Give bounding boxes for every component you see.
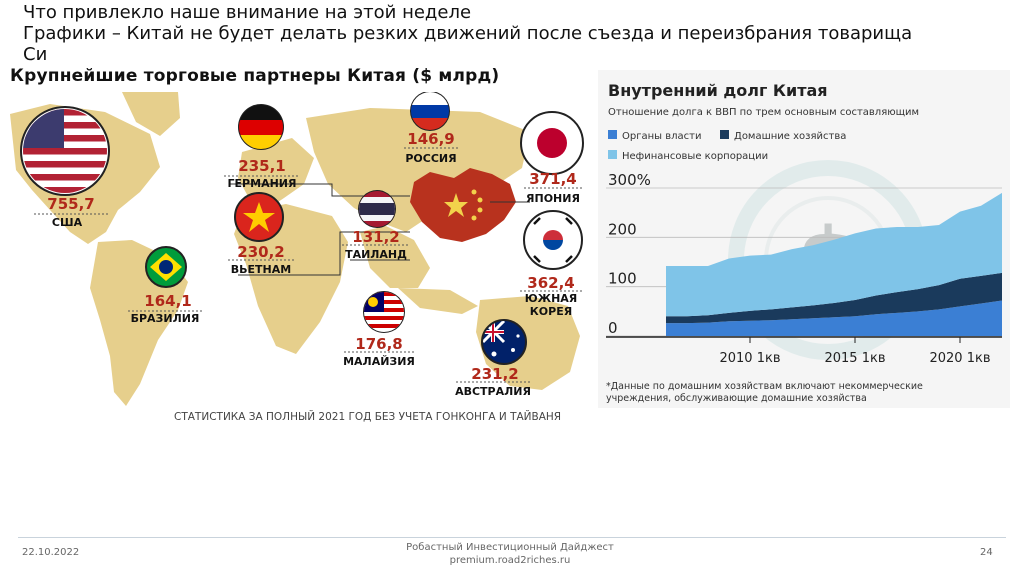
malaysia-value: 176,8 [355,335,402,353]
chart-title: Внутренний долг Китая [608,81,828,100]
slide-header: Что привлекло наше внимание на этой неде… [23,2,1013,65]
korea-name-2: КОРЕЯ [530,305,572,318]
japan-value: 371,4 [529,170,576,188]
usa-value: 755,7 [47,195,94,213]
usa-name: США [52,216,83,229]
label-underlines [34,147,582,383]
chart-subtitle: Отношение долга к ВВП по трем основным с… [608,107,919,118]
legend-swatch-government [608,130,617,139]
brazil-name: БРАЗИЛИЯ [131,312,200,325]
y-tick-label: 300% [608,171,651,189]
footer-date: 22.10.2022 [22,547,80,558]
malaysia-flag-icon [363,291,405,333]
chart-footnote-2: учреждения, обслуживающие домашние хозяй… [606,393,867,404]
x-tick-label: 2010 1кв [719,351,780,366]
header-line-3: Си [23,44,48,65]
footer-source-title: Робастный Инвестиционный Дайджест [406,542,614,553]
vietnam-flag-icon [234,192,284,242]
map-note: СТАТИСТИКА ЗА ПОЛНЫЙ 2021 ГОД БЕЗ УЧЕТА … [174,410,561,422]
y-tick-label: 100 [608,270,637,288]
header-line-1: Что привлекло наше внимание на этой неде… [23,2,472,23]
legend-swatch-corporations [608,150,617,159]
australia-name: АВСТРАЛИЯ [455,385,531,398]
malaysia-name: МАЛАЙЗИЯ [343,355,415,368]
russia-flag-icon [410,91,450,131]
x-tick-label: 2015 1кв [824,351,885,366]
germany-value: 235,1 [238,157,285,175]
legend-swatch-households [720,130,729,139]
germany-name: ГЕРМАНИЯ [228,177,297,190]
russia-name: РОССИЯ [405,152,456,165]
footer-page-number: 24 [980,547,993,558]
australia-value: 231,2 [471,365,518,383]
chart-areas [666,192,1002,336]
area-series-1 [666,272,1002,324]
legend-label-government: Органы власти [622,131,701,142]
brazil-value: 164,1 [144,292,191,310]
usa-flag-icon [20,106,110,196]
russia-value: 146,9 [407,130,454,148]
brazil-flag-icon [145,246,187,288]
vietnam-name: ВЬЕТНАМ [231,263,291,276]
thailand-flag-icon [358,190,396,228]
korea-name: ЮЖНАЯ [525,292,578,305]
japan-flag-icon [520,111,584,175]
china-stars [444,189,483,221]
map-title: Крупнейшие торговые партнеры Китая ($ мл… [10,66,500,86]
y-tick-label: 0 [608,319,618,337]
germany-flag-icon [238,104,284,150]
thailand-value: 131,2 [352,228,399,246]
footer-source: Робастный Инвестиционный Дайджест premiu… [360,541,660,567]
australia-flag-icon [481,319,527,365]
area-series-2 [666,192,1002,317]
japan-name: ЯПОНИЯ [526,192,580,205]
thailand-name: ТАИЛАНД [345,248,407,261]
x-tick-label: 2020 1кв [929,351,990,366]
legend-label-corporations: Нефинансовые корпорации [622,151,768,162]
y-tick-label: 200 [608,220,637,238]
y-axis: 300% 200 100 0 [608,171,651,337]
trade-partners-map: 755,7 США 235,1 ГЕРМАНИЯ 146,9 РОССИЯ 37… [10,91,590,423]
footer-source-url: premium.road2riches.ru [449,555,571,566]
vietnam-value: 230,2 [237,243,284,261]
area-series-0 [666,300,1002,336]
header-line-2: Графики – Китай не будет делать резких д… [23,23,913,44]
korea-value: 362,4 [527,274,574,292]
connector-lines [230,183,530,276]
south-korea-flag-icon [523,210,583,270]
chart-legend: Органы власти Домашние хозяйства Нефинан… [608,130,846,162]
china-debt-chart: $ Внутренний долг Китая Отношение долга … [598,70,1010,408]
x-axis: 2010 1кв 2015 1кв 2020 1кв [606,336,1002,366]
chart-footnote-1: *Данные по домашним хозяйствам включают … [606,381,923,392]
legend-label-households: Домашние хозяйства [734,131,846,142]
footer-divider [18,537,1006,538]
